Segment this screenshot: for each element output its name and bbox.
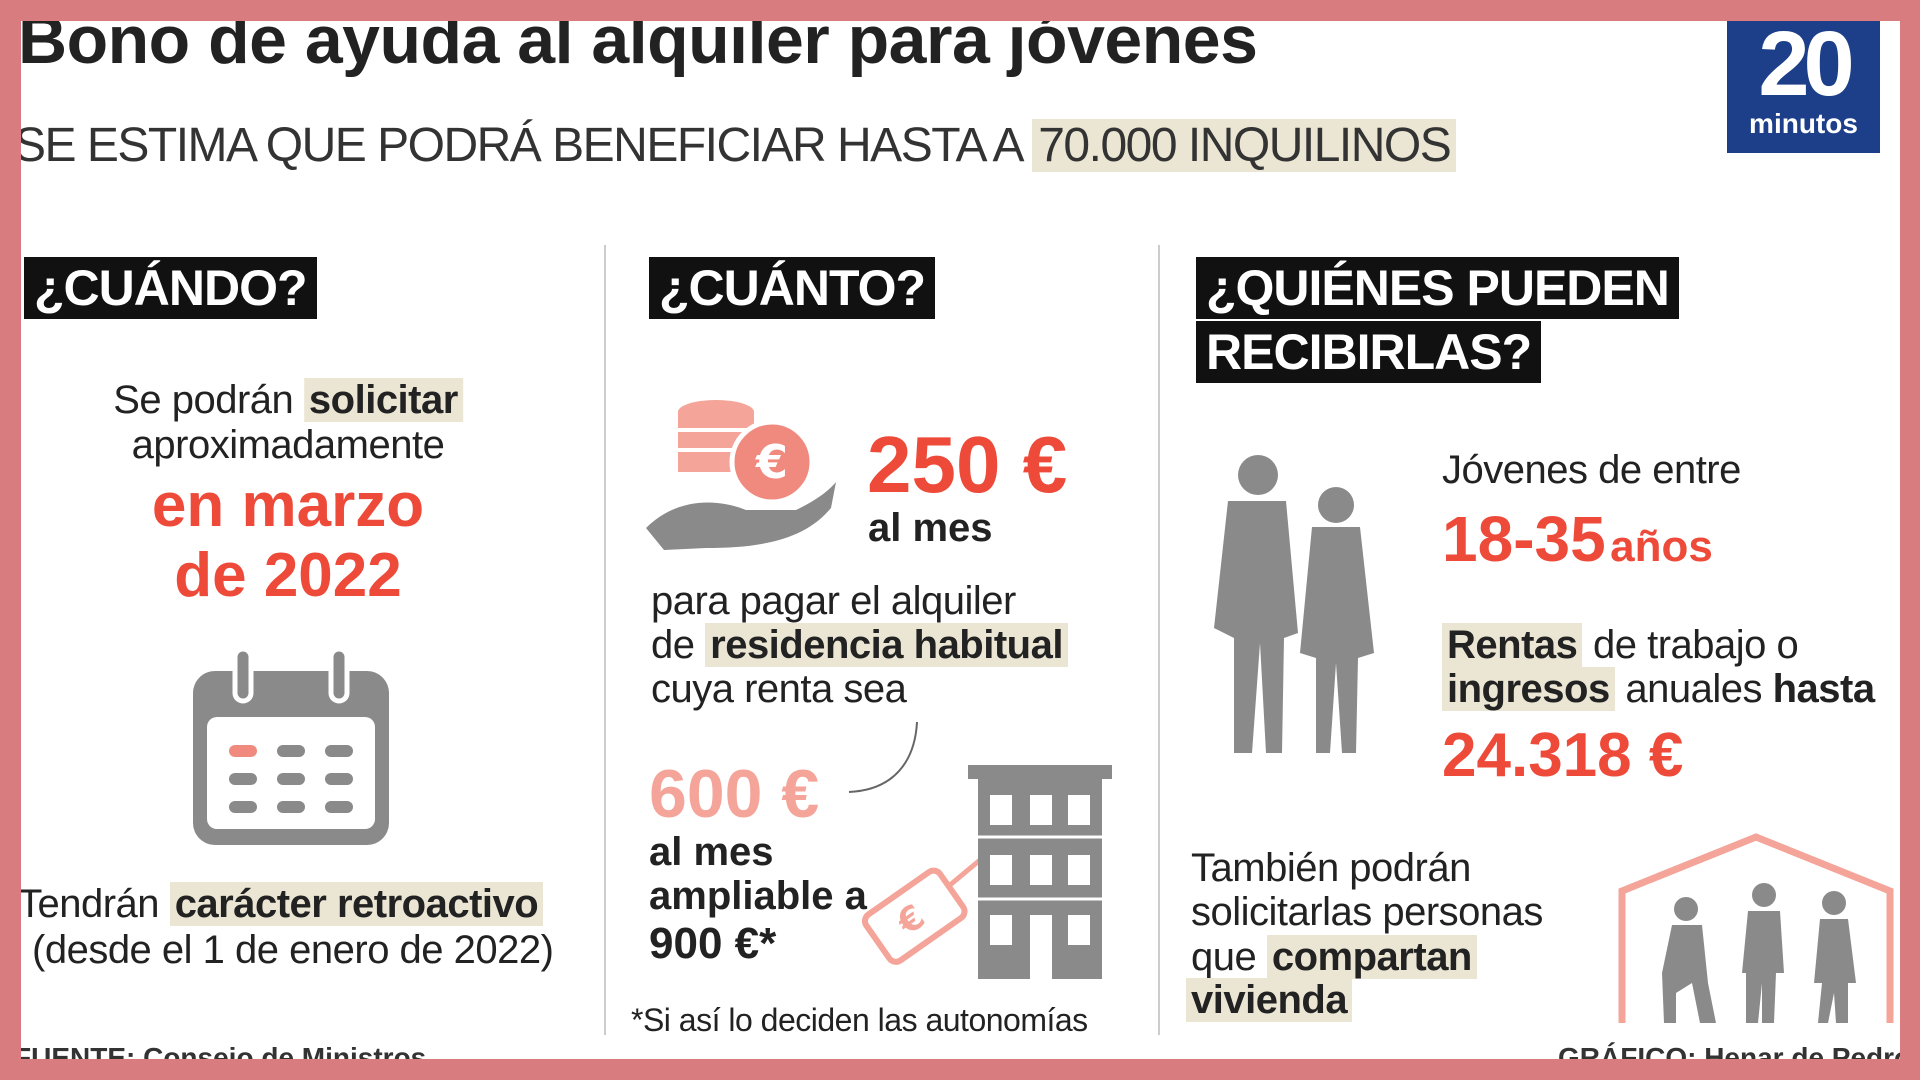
logo: 20 minutos	[1727, 13, 1880, 153]
highlight: residencia habitual	[705, 623, 1068, 667]
building-icon: €	[861, 765, 1112, 979]
text: de	[651, 623, 695, 667]
text: que	[1191, 935, 1257, 979]
subtitle-highlight: 70.000 INQUILINOS	[1032, 119, 1457, 172]
highlight: carácter retroactivo	[169, 882, 544, 926]
text-line: Jóvenes de entre	[1442, 448, 1741, 492]
amount-period: al mes	[868, 506, 993, 550]
connector	[848, 721, 918, 793]
text: Se podrán	[113, 378, 294, 422]
subtitle: SE ESTIMA QUE PODRÁ BENEFICIAR HASTA A 7…	[14, 119, 1457, 172]
income-limit: 24.318 €	[1442, 721, 1684, 790]
note: *Si así lo deciden las autonomías	[631, 1002, 1088, 1038]
highlight: solicitar	[303, 378, 463, 422]
title: Bono de ayuda al alquiler para jóvenes	[18, 2, 1258, 78]
section-heading: RECIBIRLAS?	[1196, 321, 1542, 383]
text-line: para pagar el alquiler	[651, 579, 1016, 623]
limit: 600 €	[649, 756, 820, 832]
highlight: vivienda	[1186, 978, 1353, 1022]
highlight: compartan	[1266, 935, 1477, 979]
highlight: ingresos	[1442, 667, 1615, 711]
text-line: cuya renta sea	[651, 667, 907, 711]
people-icon	[1214, 455, 1374, 753]
age-number: 18-35	[1442, 503, 1606, 575]
section-heading: ¿QUIÉNES PUEDEN	[1196, 257, 1679, 319]
age-unit: años	[1610, 522, 1713, 571]
date: en marzo	[151, 471, 425, 540]
bold-text: hasta	[1772, 667, 1876, 711]
text-line: Tendrán carácter retroactivo	[18, 882, 544, 926]
text: de trabajo o	[1593, 623, 1799, 667]
logo-word: minutos	[1749, 108, 1858, 139]
divider	[1158, 245, 1160, 1035]
limit-line: 900 €*	[649, 919, 777, 968]
text-line: Se podrán solicitar	[113, 378, 463, 422]
text-line: También podrán	[1191, 846, 1471, 890]
text-line: ingresos anuales hasta	[1442, 667, 1876, 711]
calendar-icon	[193, 649, 389, 845]
section-heading: ¿CUÁNTO?	[649, 257, 936, 319]
limit-line: al mes	[649, 830, 774, 874]
svg-text:€: €	[889, 897, 932, 944]
house-icon	[1618, 833, 1894, 1023]
text-line: aproximadamente	[131, 423, 445, 467]
amount: 250 €	[867, 420, 1068, 509]
text-line: vivienda	[1186, 978, 1353, 1022]
highlight: Rentas	[1442, 623, 1583, 667]
source: FUENTE: Consejo de Ministros	[14, 1042, 427, 1073]
credit: GRÁFICO: Henar de Pedro	[1558, 1042, 1912, 1073]
text-line: que compartan	[1191, 935, 1477, 979]
subtitle-text: SE ESTIMA QUE PODRÁ BENEFICIAR HASTA A	[14, 119, 1022, 172]
text: anuales	[1625, 667, 1762, 711]
logo-number: 20	[1758, 13, 1854, 115]
section-heading: ¿CUÁNDO?	[24, 257, 317, 319]
date: de 2022	[174, 541, 402, 610]
text: Tendrán	[18, 882, 160, 926]
divider	[604, 245, 606, 1035]
text-line: Rentas de trabajo o	[1442, 623, 1799, 667]
limit-line: ampliable a	[649, 874, 867, 918]
svg-text:€: €	[755, 435, 788, 489]
text-line: de residencia habitual	[651, 623, 1068, 667]
age-range: 18-35 años	[1442, 507, 1713, 571]
text-line: solicitarlas personas	[1191, 890, 1543, 934]
money-hand-icon: €	[646, 400, 836, 550]
text-line: (desde el 1 de enero de 2022)	[32, 928, 554, 972]
